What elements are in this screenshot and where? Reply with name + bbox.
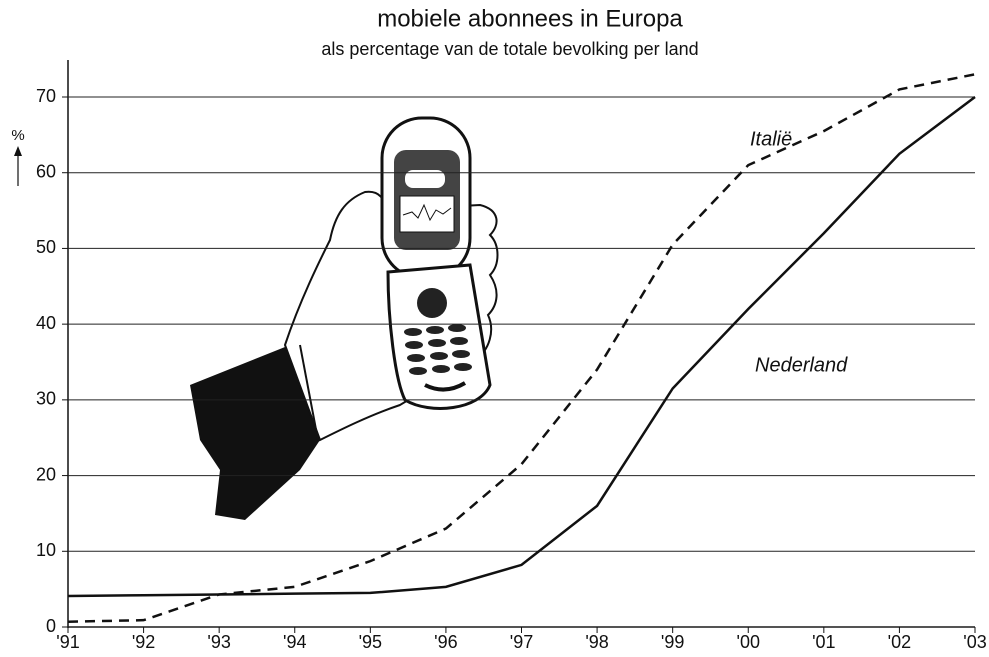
x-tick-label: '94 [283,632,306,652]
x-tick-label: '91 [56,632,79,652]
phone-illustration [190,118,498,520]
chart-subtitle: als percentage van de totale bevolking p… [321,39,698,59]
x-tick-label: '95 [359,632,382,652]
y-tick-label: 50 [36,237,56,257]
x-tick-label: '98 [585,632,608,652]
y-tick-label: 30 [36,389,56,409]
x-tick-label: '99 [661,632,684,652]
series-label: Italië [750,128,792,150]
x-tick-label: '93 [207,632,230,652]
y-tick-label: 40 [36,313,56,333]
series-line [68,97,975,596]
y-tick-label: 70 [36,86,56,106]
chart: mobiele abonnees in Europa als percentag… [0,0,989,657]
x-tick-label: '01 [812,632,835,652]
y-tick-label: 60 [36,161,56,181]
series-line [68,74,975,621]
x-tick-label: '03 [963,632,986,652]
chart-title: mobiele abonnees in Europa [377,5,683,32]
y-axis-arrow [14,146,22,186]
y-tick-label: 20 [36,464,56,484]
y-tick-label: 0 [46,616,56,636]
series-label: Nederland [755,354,848,376]
x-tick-label: '97 [510,632,533,652]
x-tick-label: '96 [434,632,457,652]
x-tick-label: '02 [888,632,911,652]
x-tick-label: '00 [737,632,760,652]
y-axis-label: % [11,127,24,144]
x-tick-label: '92 [132,632,155,652]
y-tick-label: 10 [36,540,56,560]
